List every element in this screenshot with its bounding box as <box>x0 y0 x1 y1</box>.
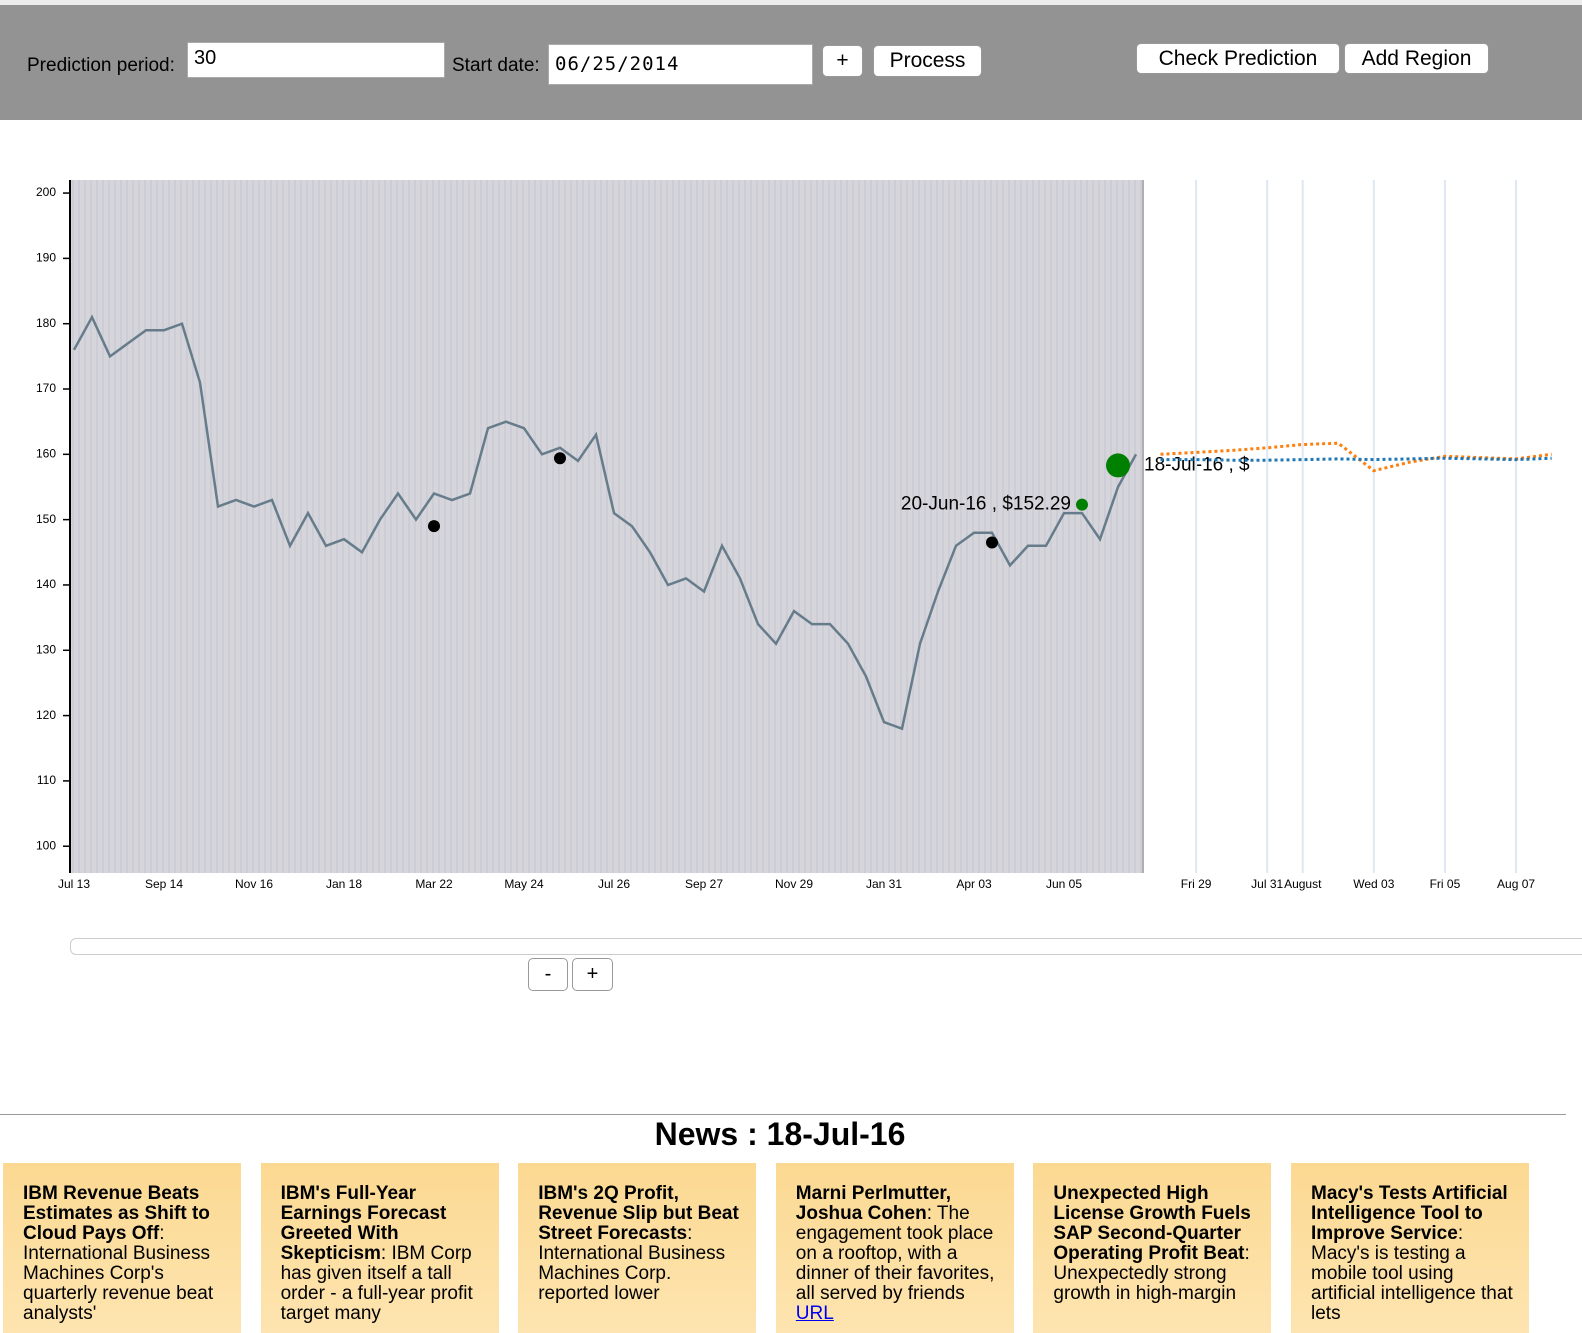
news-headline: Unexpected High License Growth Fuels SAP… <box>1053 1183 1251 1264</box>
price-marker <box>986 536 998 549</box>
news-headline: Marni Perlmutter, Joshua Cohen <box>795 1183 952 1224</box>
x-tick-label: Jul 31 <box>1251 877 1283 891</box>
price-marker <box>1106 453 1130 478</box>
news-summary: : International Business Machines Corp's… <box>23 1223 214 1324</box>
x-tick-label: Jul 26 <box>598 877 630 891</box>
add-region-button[interactable]: Add Region <box>1344 43 1489 74</box>
top-strip <box>0 0 1582 5</box>
x-tick-label: Fri 29 <box>1181 877 1212 891</box>
news-headline: IBM Revenue Beats Estimates as Shift to … <box>23 1183 210 1244</box>
y-tick-label: 200 <box>36 185 56 199</box>
news-title: News : 18-Jul-16 <box>654 1116 906 1152</box>
price-marker <box>428 520 440 533</box>
news-card[interactable]: Unexpected High License Growth Fuels SAP… <box>1033 1163 1272 1333</box>
y-tick-label: 120 <box>36 708 56 722</box>
price-line <box>72 314 1138 731</box>
x-tick-label: Jun 05 <box>1046 877 1082 891</box>
y-tick-label: 140 <box>36 577 56 591</box>
x-tick-label: Mar 22 <box>415 877 453 891</box>
news-headline: IBM's 2Q Profit, Revenue Slip but Beat S… <box>538 1183 739 1244</box>
start-label: Start date: <box>452 55 540 76</box>
add-button[interactable]: + <box>822 45 863 77</box>
period-input[interactable]: 30 <box>187 42 445 78</box>
y-tick-label: 110 <box>37 773 56 787</box>
news-summary: : IBM Corp has given itself a tall order… <box>280 1243 473 1324</box>
news-summary: : Unexpectedly strong growth in high-mar… <box>1053 1243 1250 1304</box>
toolbar: Prediction period: 30 Start date: 06/25/… <box>0 5 1582 120</box>
x-tick-label: Nov 16 <box>235 877 273 891</box>
news-headline: Macy's Tests Artificial Intelligence Too… <box>1311 1183 1508 1244</box>
x-tick-label: Jul 13 <box>58 877 90 891</box>
news-card[interactable]: IBM's 2Q Profit, Revenue Slip but Beat S… <box>518 1163 757 1333</box>
x-tick-label: Sep 27 <box>685 877 723 891</box>
news-card[interactable]: IBM's Full-Year Earnings Forecast Greete… <box>260 1163 499 1333</box>
news-summary: : Macy's is testing a mobile tool using … <box>1311 1223 1513 1324</box>
x-tick-label: Aug 07 <box>1497 877 1535 891</box>
x-tick-label: Wed 03 <box>1353 877 1394 891</box>
x-tick-label: Sep 14 <box>145 877 183 891</box>
news-card[interactable]: Marni Perlmutter, Joshua Cohen: The enga… <box>775 1163 1014 1333</box>
news-card[interactable]: Macy's Tests Artificial Intelligence Too… <box>1291 1163 1529 1333</box>
x-tick-label: Jan 18 <box>326 877 362 891</box>
x-tick-label: Jan 31 <box>866 877 902 891</box>
x-tick-label: Fri 05 <box>1430 877 1461 891</box>
y-tick-label: 190 <box>36 251 56 265</box>
y-tick-label: 100 <box>36 838 56 852</box>
news-link[interactable]: URL <box>795 1303 834 1324</box>
zoom-out-button[interactable]: - <box>528 958 568 991</box>
start-date-input[interactable]: 06/25/2014 <box>548 44 813 85</box>
price-marker <box>554 452 566 465</box>
news-headline: IBM's Full-Year Earnings Forecast Greete… <box>280 1183 447 1264</box>
annotation: 20-Jun-16 , $152.29 <box>901 494 1071 515</box>
x-tick-label: Apr 03 <box>956 877 992 891</box>
check-prediction-button[interactable]: Check Prediction <box>1136 43 1340 74</box>
price-line <box>1160 456 1552 462</box>
chart: Jul 13 Sep 14 Nov 16 Jan 18 Mar 22 May 24 Jul … <box>36 180 1552 891</box>
y-tick-label: 180 <box>36 316 56 330</box>
x-tick-label: August <box>1284 877 1322 891</box>
x-tick-label: Nov 29 <box>775 877 813 891</box>
period-label: Prediction period: <box>27 55 175 76</box>
y-tick-label: 130 <box>36 642 56 656</box>
x-tick-label: May 24 <box>504 877 544 891</box>
news-summary: : International Business Machines Corp. … <box>538 1223 726 1304</box>
news-summary: : The engagement took place on a rooftop… <box>795 1203 995 1304</box>
range-slider[interactable] <box>70 938 1582 955</box>
y-tick-label: 160 <box>36 446 56 460</box>
y-tick-label: 150 <box>36 512 56 526</box>
process-button[interactable]: Process <box>873 45 982 77</box>
price-marker <box>1076 498 1088 511</box>
y-tick-label: 170 <box>36 381 56 395</box>
news-card[interactable]: IBM Revenue Beats Estimates as Shift to … <box>3 1163 241 1333</box>
zoom-in-button[interactable]: + <box>572 958 613 991</box>
divider <box>0 1114 1566 1115</box>
